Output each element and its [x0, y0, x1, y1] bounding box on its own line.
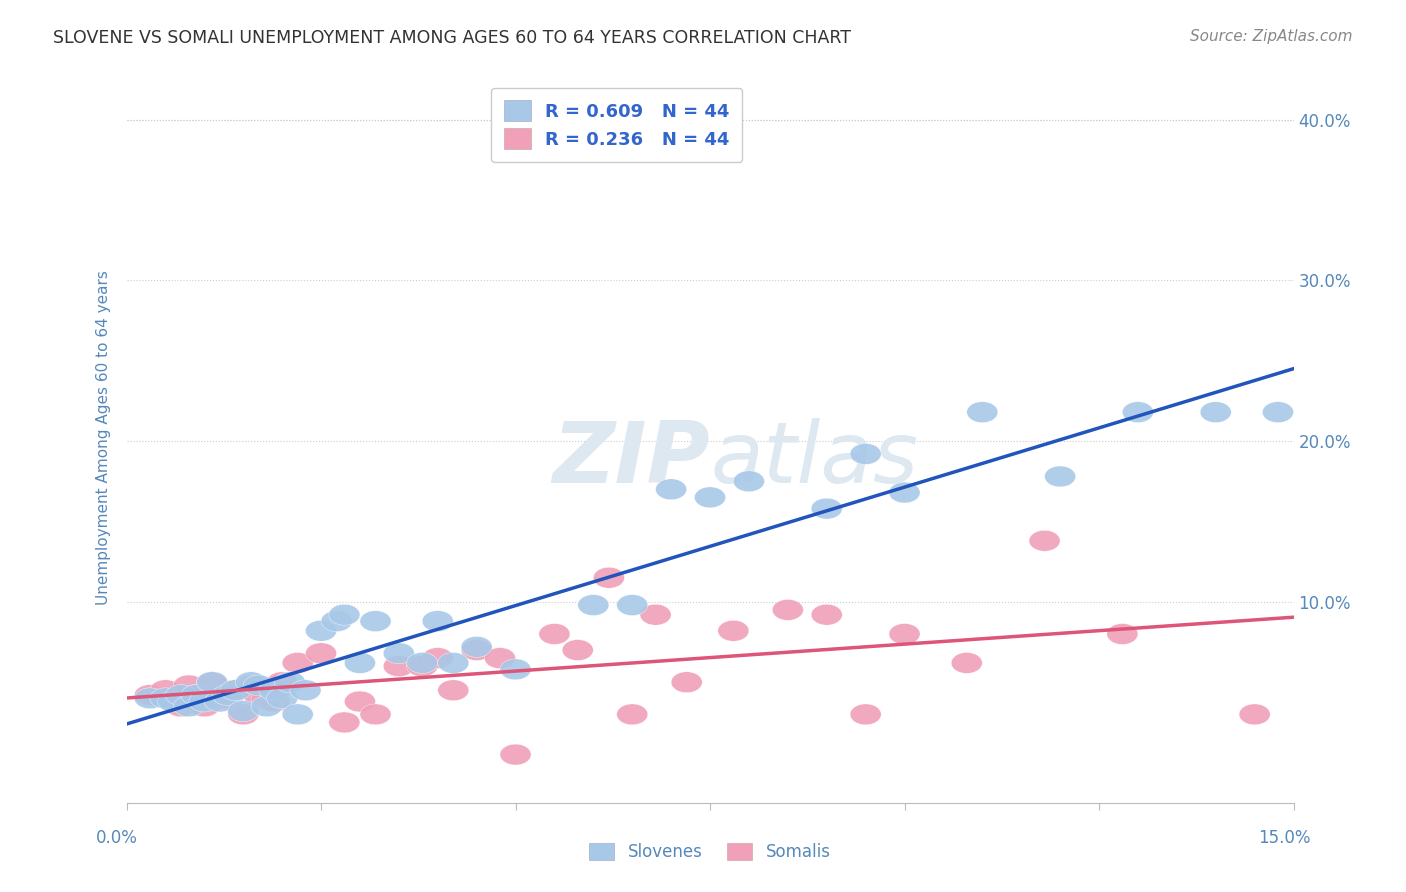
Ellipse shape	[173, 696, 204, 717]
Ellipse shape	[188, 696, 219, 717]
Ellipse shape	[252, 688, 283, 709]
Ellipse shape	[235, 672, 267, 693]
Ellipse shape	[501, 659, 531, 680]
Ellipse shape	[640, 604, 671, 625]
Ellipse shape	[461, 636, 492, 657]
Ellipse shape	[283, 704, 314, 725]
Ellipse shape	[150, 680, 181, 701]
Ellipse shape	[344, 691, 375, 712]
Ellipse shape	[228, 701, 259, 722]
Ellipse shape	[157, 691, 188, 712]
Ellipse shape	[1107, 624, 1137, 644]
Ellipse shape	[485, 648, 516, 669]
Ellipse shape	[212, 688, 243, 709]
Ellipse shape	[562, 640, 593, 661]
Ellipse shape	[671, 672, 702, 693]
Ellipse shape	[655, 479, 686, 500]
Ellipse shape	[228, 704, 259, 725]
Ellipse shape	[305, 620, 336, 641]
Ellipse shape	[501, 744, 531, 765]
Ellipse shape	[188, 691, 219, 712]
Ellipse shape	[181, 685, 212, 706]
Ellipse shape	[422, 648, 453, 669]
Ellipse shape	[283, 652, 314, 673]
Ellipse shape	[252, 696, 283, 717]
Text: Source: ZipAtlas.com: Source: ZipAtlas.com	[1189, 29, 1353, 44]
Ellipse shape	[1201, 401, 1232, 423]
Ellipse shape	[384, 656, 415, 677]
Ellipse shape	[150, 688, 181, 709]
Ellipse shape	[1239, 704, 1270, 725]
Ellipse shape	[406, 652, 437, 673]
Ellipse shape	[437, 652, 468, 673]
Ellipse shape	[267, 672, 298, 693]
Ellipse shape	[157, 691, 188, 712]
Y-axis label: Unemployment Among Ages 60 to 64 years: Unemployment Among Ages 60 to 64 years	[96, 269, 111, 605]
Ellipse shape	[329, 604, 360, 625]
Ellipse shape	[212, 685, 243, 706]
Ellipse shape	[243, 675, 274, 696]
Ellipse shape	[406, 656, 437, 677]
Ellipse shape	[1029, 531, 1060, 551]
Ellipse shape	[811, 498, 842, 519]
Ellipse shape	[135, 688, 166, 709]
Ellipse shape	[235, 675, 267, 696]
Text: 0.0%: 0.0%	[96, 829, 138, 847]
Text: 15.0%: 15.0%	[1258, 829, 1310, 847]
Ellipse shape	[772, 599, 803, 620]
Ellipse shape	[344, 652, 375, 673]
Ellipse shape	[851, 443, 882, 465]
Ellipse shape	[617, 704, 648, 725]
Ellipse shape	[259, 691, 290, 712]
Ellipse shape	[329, 712, 360, 733]
Ellipse shape	[305, 643, 336, 664]
Ellipse shape	[274, 672, 305, 693]
Ellipse shape	[166, 696, 197, 717]
Text: ZIP: ZIP	[553, 417, 710, 500]
Ellipse shape	[321, 611, 352, 632]
Ellipse shape	[437, 680, 468, 701]
Ellipse shape	[538, 624, 569, 644]
Ellipse shape	[889, 624, 920, 644]
Ellipse shape	[593, 567, 624, 588]
Ellipse shape	[461, 640, 492, 661]
Ellipse shape	[718, 620, 749, 641]
Ellipse shape	[384, 643, 415, 664]
Text: SLOVENE VS SOMALI UNEMPLOYMENT AMONG AGES 60 TO 64 YEARS CORRELATION CHART: SLOVENE VS SOMALI UNEMPLOYMENT AMONG AGE…	[53, 29, 852, 46]
Legend: Slovenes, Somalis: Slovenes, Somalis	[582, 836, 838, 868]
Ellipse shape	[204, 691, 235, 712]
Ellipse shape	[290, 680, 321, 701]
Ellipse shape	[851, 704, 882, 725]
Ellipse shape	[360, 704, 391, 725]
Ellipse shape	[422, 611, 453, 632]
Ellipse shape	[166, 685, 197, 706]
Ellipse shape	[967, 401, 998, 423]
Ellipse shape	[1122, 401, 1153, 423]
Ellipse shape	[197, 672, 228, 693]
Ellipse shape	[578, 595, 609, 615]
Text: atlas: atlas	[710, 417, 918, 500]
Ellipse shape	[267, 688, 298, 709]
Ellipse shape	[219, 680, 252, 701]
Ellipse shape	[734, 471, 765, 491]
Ellipse shape	[952, 652, 983, 673]
Ellipse shape	[173, 675, 204, 696]
Ellipse shape	[1263, 401, 1294, 423]
Ellipse shape	[360, 611, 391, 632]
Ellipse shape	[219, 680, 252, 701]
Ellipse shape	[889, 482, 920, 503]
Ellipse shape	[204, 688, 235, 709]
Ellipse shape	[197, 672, 228, 693]
Ellipse shape	[181, 685, 212, 706]
Ellipse shape	[135, 685, 166, 706]
Ellipse shape	[617, 595, 648, 615]
Ellipse shape	[695, 487, 725, 508]
Ellipse shape	[811, 604, 842, 625]
Ellipse shape	[259, 680, 290, 701]
Ellipse shape	[243, 685, 274, 706]
Ellipse shape	[1045, 466, 1076, 487]
